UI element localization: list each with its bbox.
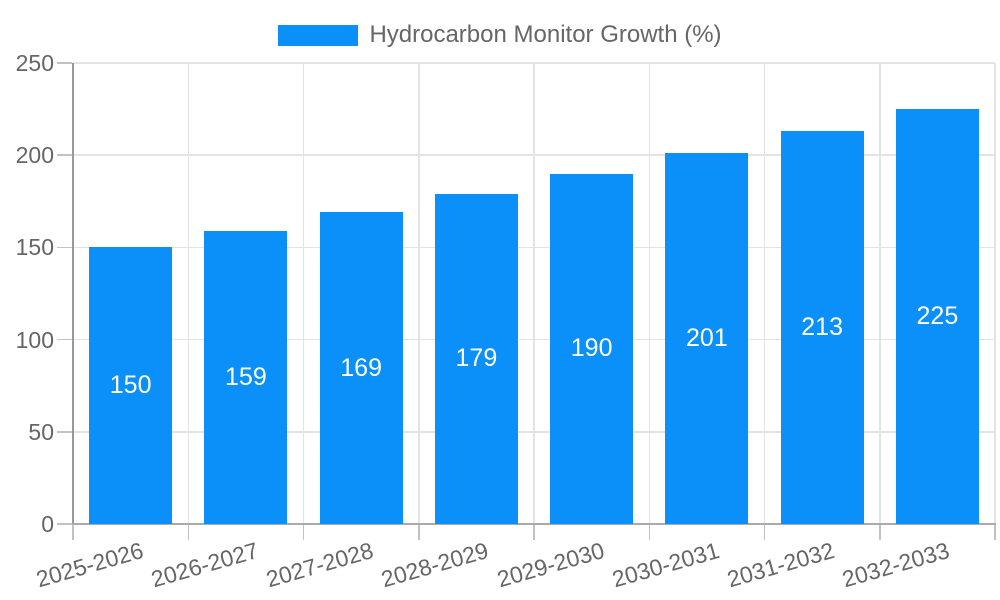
bar-value-label: 169 xyxy=(340,353,382,382)
x-tick-label: 2030-2031 xyxy=(609,537,723,593)
x-tick-mark xyxy=(533,524,535,540)
bar-value-label: 213 xyxy=(801,313,843,342)
x-tick-label: 2032-2033 xyxy=(839,537,953,593)
y-tick-label: 50 xyxy=(28,418,54,445)
bar: 201 xyxy=(665,153,749,524)
bar-value-label: 150 xyxy=(109,371,152,400)
y-tick-mark xyxy=(57,431,72,433)
bar: 159 xyxy=(204,230,288,524)
x-tick-mark xyxy=(187,524,189,540)
x-tick-mark xyxy=(648,524,650,540)
v-gridline xyxy=(187,63,189,524)
v-gridline xyxy=(994,63,996,524)
x-tick-mark xyxy=(763,524,766,540)
legend-swatch-icon xyxy=(278,24,359,46)
y-tick-mark xyxy=(57,246,72,249)
v-gridline xyxy=(763,63,766,524)
y-tick-label: 150 xyxy=(15,234,54,261)
legend-label: Hydrocarbon Monitor Growth (%) xyxy=(369,21,722,48)
x-tick-mark xyxy=(302,524,305,540)
x-tick-label: 2029-2030 xyxy=(493,537,607,593)
y-tick-label: 250 xyxy=(15,50,54,76)
x-tick-mark xyxy=(879,524,881,540)
v-gridline xyxy=(302,63,305,524)
chart-legend[interactable]: Hydrocarbon Monitor Growth (%) xyxy=(0,21,1000,49)
bar: 169 xyxy=(319,212,403,524)
x-tick-label: 2031-2032 xyxy=(724,537,838,593)
v-gridline xyxy=(418,63,420,524)
v-gridline xyxy=(879,63,881,524)
bar: 150 xyxy=(89,247,173,524)
y-tick-label: 200 xyxy=(15,142,54,169)
x-tick-label: 2025-2026 xyxy=(32,537,146,593)
x-tick-label: 2027-2028 xyxy=(263,537,377,593)
y-tick-label: 100 xyxy=(15,326,54,353)
y-tick-mark xyxy=(57,62,72,64)
y-axis-line xyxy=(72,63,74,524)
x-tick-mark xyxy=(418,524,420,540)
plot-area: 150 159 169 179 190 201 213 225 xyxy=(57,62,996,540)
y-tick-mark xyxy=(57,338,72,341)
bar-value-label: 225 xyxy=(916,302,959,331)
x-tick-label: 2028-2029 xyxy=(378,537,492,593)
bar: 179 xyxy=(434,193,518,524)
bar-value-label: 201 xyxy=(686,324,728,353)
y-tick-label: 0 xyxy=(41,511,54,537)
x-tick-mark xyxy=(994,524,996,540)
bar: 225 xyxy=(895,109,979,524)
y-tick-mark xyxy=(57,154,72,156)
bar: 213 xyxy=(780,131,864,524)
bar-value-label: 159 xyxy=(225,362,267,391)
bar: 190 xyxy=(550,173,634,524)
v-gridline xyxy=(648,63,650,524)
v-gridline xyxy=(533,63,535,524)
y-tick-mark xyxy=(57,523,72,525)
x-tick-label: 2026-2027 xyxy=(148,537,262,593)
x-axis-line xyxy=(72,523,996,525)
bar-value-label: 179 xyxy=(455,344,498,373)
bar-value-label: 190 xyxy=(570,334,613,363)
x-tick-mark xyxy=(72,524,74,540)
